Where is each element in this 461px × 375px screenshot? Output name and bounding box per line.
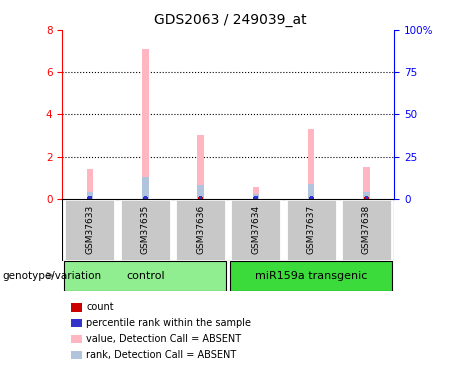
Bar [254,197,258,199]
Text: percentile rank within the sample: percentile rank within the sample [86,318,251,328]
Bar [87,169,93,199]
Bar [230,199,281,261]
Text: genotype/variation: genotype/variation [2,271,101,280]
Bar [175,199,226,261]
Text: GDS2063 / 249039_at: GDS2063 / 249039_at [154,13,307,27]
Text: GSM37638: GSM37638 [362,205,371,254]
Bar [198,197,203,199]
Bar [363,192,370,199]
Bar [142,49,148,199]
Text: value, Detection Call = ABSENT: value, Detection Call = ABSENT [86,334,241,344]
Bar [254,196,258,199]
Bar [87,192,93,199]
Text: GSM37633: GSM37633 [85,205,95,254]
Bar [253,194,259,199]
Bar [142,177,148,199]
Text: GSM37636: GSM37636 [196,205,205,254]
Bar [88,197,92,199]
Bar [65,261,226,291]
Text: GSM37634: GSM37634 [251,205,260,254]
Bar [199,196,202,199]
Bar [197,185,204,199]
Bar [197,135,204,199]
Bar [365,196,368,199]
Text: GSM37635: GSM37635 [141,205,150,254]
Bar [253,187,259,199]
Text: rank, Detection Call = ABSENT: rank, Detection Call = ABSENT [86,350,236,360]
Text: count: count [86,303,114,312]
Bar [363,167,370,199]
Bar [341,199,392,261]
Bar [286,199,337,261]
Bar [143,197,148,199]
Bar [309,197,313,199]
Bar [143,196,147,199]
Bar [65,199,115,261]
Text: miR159a transgenic: miR159a transgenic [255,271,367,280]
Bar [364,197,369,199]
Bar [88,196,92,199]
Text: GSM37637: GSM37637 [307,205,316,254]
Bar [230,261,392,291]
Bar [120,199,171,261]
Bar [309,196,313,199]
Text: control: control [126,271,165,280]
Bar [308,184,314,199]
Bar [308,129,314,199]
